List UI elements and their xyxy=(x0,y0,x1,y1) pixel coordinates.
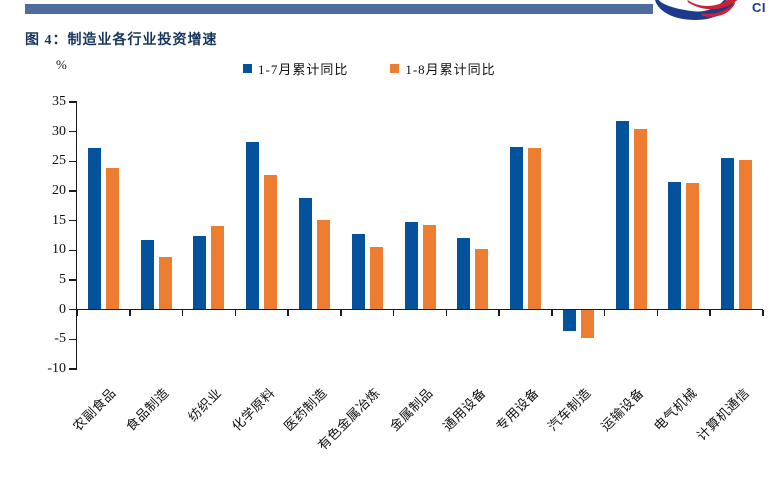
bar-series1 xyxy=(298,198,312,310)
bar-series2 xyxy=(105,168,119,310)
x-axis-tick xyxy=(76,310,78,317)
bar-series2 xyxy=(264,174,278,310)
x-axis-tick xyxy=(762,310,764,317)
legend-swatch-series2 xyxy=(390,64,400,73)
x-category-label: 医药制造 xyxy=(281,385,331,434)
bar-series1 xyxy=(87,147,101,310)
bar-series2 xyxy=(211,226,225,310)
x-axis-tick xyxy=(656,310,659,317)
bar-series1 xyxy=(404,222,418,310)
bar-series2 xyxy=(633,129,647,310)
y-axis-tick-label: -5 xyxy=(54,331,66,347)
x-axis-tick xyxy=(551,310,553,317)
x-category-label: 专用设备 xyxy=(492,385,542,434)
legend-label-series2: 1-8月累计同比 xyxy=(405,62,496,77)
bar-series1 xyxy=(351,234,365,310)
y-axis-tick-label: 5 xyxy=(59,272,66,287)
bar-series1 xyxy=(668,182,682,310)
y-axis-tick-label: 30 xyxy=(52,123,66,139)
x-axis-tick xyxy=(234,310,237,317)
bar-series2 xyxy=(580,309,594,338)
x-category-label: 纺织业 xyxy=(185,385,225,425)
x-category-label: 金属制品 xyxy=(386,385,436,434)
y-axis-tick xyxy=(69,249,77,252)
bar-series2 xyxy=(739,160,753,310)
y-axis-tick xyxy=(69,279,77,281)
bar-series2 xyxy=(686,182,700,310)
y-axis-unit-label: % xyxy=(56,57,67,72)
header-strip xyxy=(25,4,653,14)
brand-logo xyxy=(655,0,738,20)
y-axis-tick xyxy=(69,308,77,311)
brand-text: CI xyxy=(752,0,766,15)
legend-swatch-series1 xyxy=(243,64,252,73)
y-axis-tick xyxy=(69,160,77,163)
x-axis-tick xyxy=(498,310,500,317)
legend-label-series1: 1-7月累计同比 xyxy=(258,62,349,77)
legend-item-series2: 1-8月累计同比 xyxy=(390,59,495,78)
bar-series2 xyxy=(422,225,436,310)
y-axis-tick-label: 25 xyxy=(52,153,66,169)
y-axis-tick-label: -10 xyxy=(47,361,66,376)
x-axis-tick xyxy=(340,310,342,317)
bar-series1 xyxy=(140,239,154,310)
bar-series1 xyxy=(510,147,524,310)
y-axis-tick xyxy=(69,130,77,133)
x-axis-tick xyxy=(709,310,711,317)
x-category-label: 汽车制造 xyxy=(545,385,595,434)
y-axis-tick-label: 15 xyxy=(52,212,66,228)
x-axis-tick xyxy=(603,310,606,317)
x-axis-tick xyxy=(392,310,395,317)
x-axis-tick xyxy=(445,310,448,317)
y-axis-tick-label: 0 xyxy=(59,301,66,317)
y-axis-tick xyxy=(69,368,77,370)
x-category-label: 通用设备 xyxy=(439,385,489,434)
x-axis-tick xyxy=(181,310,184,317)
y-axis-tick xyxy=(69,219,77,222)
legend-item-series1: 1-7月累计同比 xyxy=(243,59,348,78)
bar-series1 xyxy=(562,309,576,332)
x-category-label: 化学原料 xyxy=(228,385,278,434)
y-axis-tick-label: 20 xyxy=(52,183,66,198)
y-axis-line xyxy=(75,102,77,369)
bar-series2 xyxy=(475,248,489,310)
y-axis-tick xyxy=(69,338,77,341)
bar-series2 xyxy=(369,247,383,310)
bar-series2 xyxy=(316,220,330,310)
x-axis-tick xyxy=(129,310,131,317)
bar-series2 xyxy=(528,148,542,310)
x-category-label: 食品制造 xyxy=(123,385,172,434)
bar-series1 xyxy=(246,141,260,310)
logo-swoosh-red-top xyxy=(687,0,738,10)
y-axis-tick-label: 10 xyxy=(52,242,66,258)
x-axis-tick xyxy=(287,310,289,317)
y-axis-tick-label: 35 xyxy=(52,94,66,109)
bar-series1 xyxy=(193,236,207,310)
logo-swoosh-red-bottom xyxy=(701,2,736,17)
x-category-label: 农副食品 xyxy=(70,385,120,434)
bar-series1 xyxy=(615,120,629,310)
chart-legend: 1-7月累计同比 1-8月累计同比 xyxy=(243,59,496,78)
x-category-label: 运输设备 xyxy=(598,385,647,434)
x-category-label: 计算机通信 xyxy=(694,385,753,444)
y-axis-tick xyxy=(69,190,77,192)
bar-series1 xyxy=(457,237,471,310)
bar-series2 xyxy=(158,257,172,310)
x-category-label: 电气机械 xyxy=(650,385,700,434)
x-axis-baseline xyxy=(75,308,763,311)
figure-title: 图 4：制造业各行业投资增速 xyxy=(25,33,218,48)
y-axis-tick xyxy=(69,101,77,103)
bar-series1 xyxy=(721,157,735,310)
